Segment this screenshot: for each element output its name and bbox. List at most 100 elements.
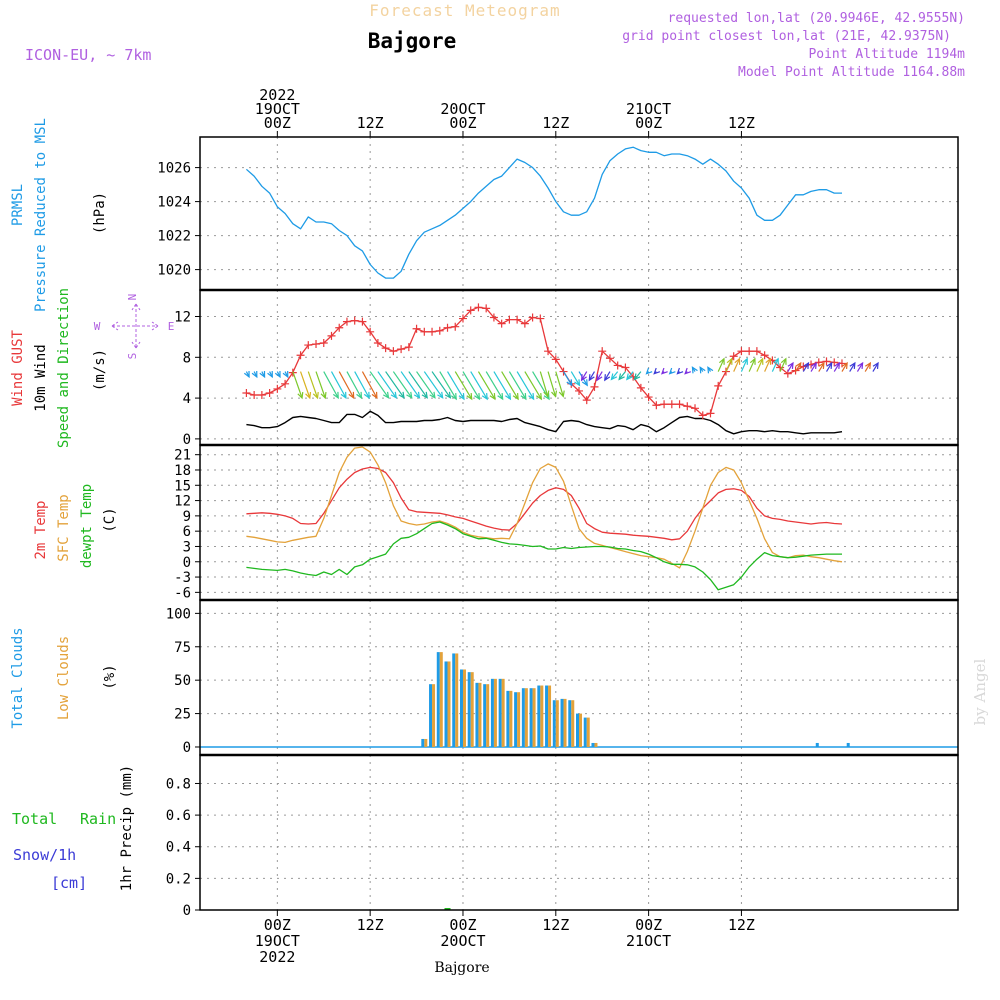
time-label-top: 00Z [635,114,662,132]
wind-arrow-head [826,361,833,370]
time-label-top: 19OCT [255,100,300,118]
y-tick-label: 18 [174,463,191,479]
wind-arrow-head [645,367,653,375]
wind-arrow [423,371,444,399]
gust-marker [505,315,514,324]
cloud-bar-low [439,652,443,747]
gust-marker [381,344,390,353]
text-layer: Forecast Meteogram Bajgore ICON-EU, ~ 7k… [10,1,989,976]
label-c: (C) [102,507,118,532]
cloud-bar-low [447,661,451,747]
wind-arrow [748,358,756,372]
compass-east: E [168,320,175,333]
y-tick-label: 12 [174,494,191,510]
wind-arrow-head [505,392,512,401]
gust-marker [636,383,645,392]
wind-arrow [588,371,595,381]
wind-arrow-head [818,361,825,370]
wind-arrow [315,371,326,399]
cloud-bar-low [586,717,590,747]
y-tick-label: 9 [183,509,191,525]
gust-marker [544,347,553,356]
wind-arrow-head [795,361,802,370]
y-tick-label: 12 [174,310,191,326]
gust-marker [242,388,251,397]
wind-arrow [431,371,451,399]
wind-arrow-head [780,357,787,365]
footer-location: Bajgore [434,960,489,976]
cloud-bar-total [815,742,819,747]
wind-arrow-head [734,357,741,365]
wind-arrow [810,362,817,372]
y-tick-label: -6 [174,585,191,601]
wind-arrow [369,371,390,399]
gust-marker [404,343,413,352]
wind-arrow [477,371,496,400]
chart-title: Forecast Meteogram [369,1,560,20]
wind-arrow-head [382,391,390,399]
gust-marker [513,315,522,324]
wind-arrow [307,371,319,399]
wind-arrow-head [604,374,611,382]
wind-arrow [462,371,480,400]
wind-arrow [485,371,504,400]
wind-arrow-head [282,370,289,379]
wind-arrow-head [726,357,733,365]
gust-marker [714,381,723,390]
wind-arrow [361,371,378,399]
wind-arrow-head [857,361,864,370]
wind-arrow-head [699,366,706,374]
cloud-bar-total [529,688,533,747]
gust-marker [428,327,437,336]
wind-arrow [825,362,833,372]
wind-arrow [864,362,871,372]
gust-marker [737,347,746,356]
wind-arrow-head [626,373,633,381]
cloud-bar-total [467,672,471,747]
wind-arrow [454,371,473,400]
y-tick-label: -3 [174,570,191,586]
wind-arrow-head [297,391,304,400]
gust-marker [760,351,769,360]
gust-marker [281,379,290,388]
wind-arrow [346,371,362,399]
model-altitude: Model Point Altitude 1164.88m [738,65,965,80]
time-label-top: 20OCT [440,100,485,118]
wind-arrow [626,371,634,380]
wind-arrow [330,371,347,399]
gust-marker [605,354,614,363]
wind-arrow-head [551,390,558,398]
time-label-bottom: 19OCT [255,932,300,950]
wind-arrow [802,362,809,372]
gust-marker [598,347,607,356]
wind-arrow-head [363,391,370,400]
label-sfc-temp: SFC Temp [56,494,72,561]
gust-marker [312,340,321,349]
cloud-bar-total [521,688,525,747]
label-rain: Rain [80,810,116,828]
label-pct: (%) [102,664,118,689]
gust-marker [474,303,483,312]
wind-arrow-head [803,361,810,370]
label-snow: Snow/1h [13,846,76,864]
cloud-bar-total [591,742,595,747]
wind-arrow [856,362,864,372]
wind-arrow-head [305,391,312,400]
gust-marker [250,391,259,400]
cloud-bar-total [452,653,456,747]
label-speed-direction: Speed and Direction [56,288,72,448]
wind-arrow [400,371,420,399]
wind-arrow [547,371,557,397]
wind-arrow [470,371,488,400]
time-label-bottom: 2022 [259,948,295,966]
wind-arrow-head [274,370,281,379]
gust-marker [319,339,328,348]
wind-arrow [539,371,549,397]
gust-marker [435,326,444,335]
cloud-bar-total [436,652,440,747]
wind-arrow-head [618,373,625,381]
compass-west: W [94,320,101,333]
cloud-bar-low [517,692,521,747]
gust-marker [582,396,591,405]
wind-arrow-head [834,361,841,370]
